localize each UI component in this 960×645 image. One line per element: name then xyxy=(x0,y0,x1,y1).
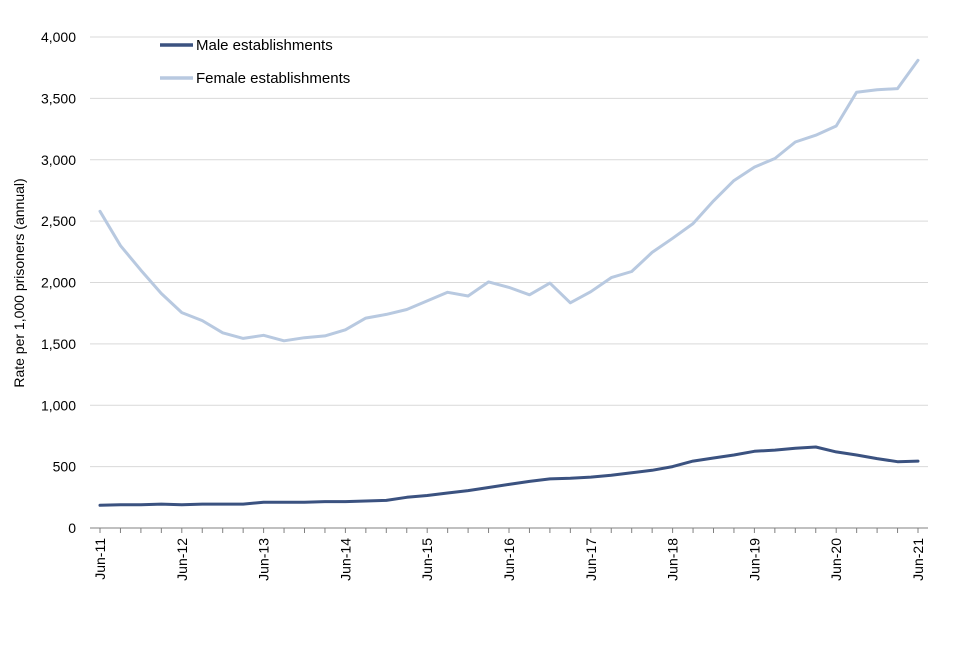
y-tick-label: 2,000 xyxy=(41,275,76,291)
y-tick-label: 3,500 xyxy=(41,90,76,106)
y-tick-label: 4,000 xyxy=(41,29,76,45)
y-tick-label: 3,000 xyxy=(41,152,76,168)
x-tick-label: Jun-21 xyxy=(910,538,926,581)
y-axis-title: Rate per 1,000 prisoners (annual) xyxy=(11,178,27,387)
y-tick-label: 1,500 xyxy=(41,336,76,352)
x-tick-label: Jun-18 xyxy=(665,538,681,581)
legend-label: Female establishments xyxy=(196,70,350,87)
x-tick-label: Jun-20 xyxy=(828,538,844,581)
legend-label: Male establishments xyxy=(196,37,333,54)
series-lines xyxy=(98,58,920,507)
series-line-female xyxy=(98,58,920,343)
x-tick-label: Jun-16 xyxy=(501,538,517,581)
legend: Male establishments Female establishments xyxy=(160,37,350,87)
gridlines xyxy=(90,36,928,468)
series-line-male xyxy=(98,445,920,507)
x-tick-label: Jun-12 xyxy=(174,538,190,581)
y-tick-label: 0 xyxy=(68,520,76,536)
y-tick-label: 2,500 xyxy=(41,213,76,229)
x-tick-label: Jun-17 xyxy=(583,538,599,581)
axes: 0 500 1,000 1,500 2,000 2,500 3,000 3,500 4,000 J… xyxy=(41,29,928,581)
y-tick-label: 1,000 xyxy=(41,397,76,413)
y-tick-label: 500 xyxy=(53,459,77,475)
x-tick-label: Jun-11 xyxy=(92,538,108,580)
x-tick-label: Jun-13 xyxy=(256,538,272,581)
x-tick-label: Jun-14 xyxy=(337,538,353,581)
x-tick-label: Jun-15 xyxy=(419,538,435,581)
x-tick-label: Jun-19 xyxy=(746,538,762,581)
